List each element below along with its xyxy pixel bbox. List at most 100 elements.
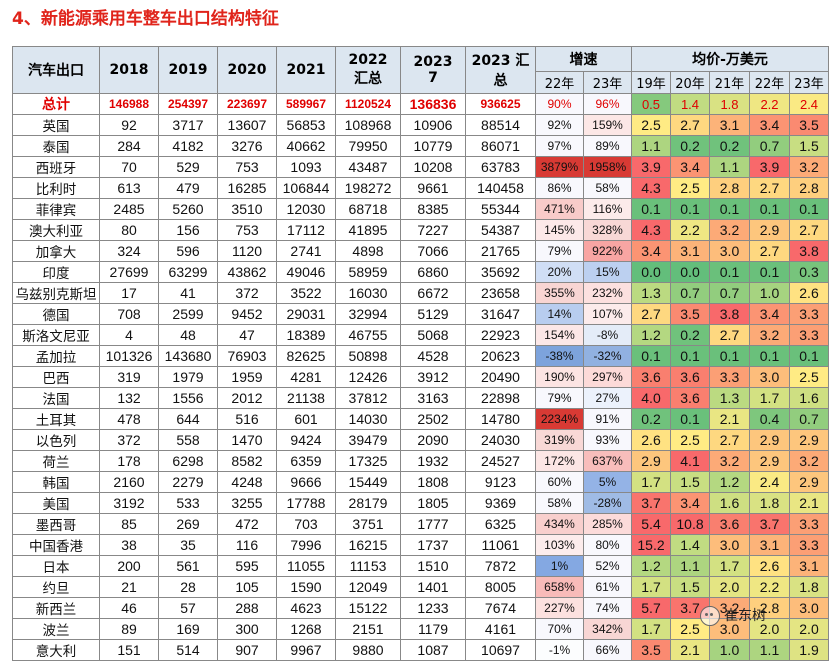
export-volume-cell: 92: [99, 114, 159, 136]
avg-price-cell: 2.9: [749, 450, 790, 472]
export-volume-cell: 15122: [335, 597, 401, 619]
country-name: 韩国: [12, 471, 100, 493]
country-name: 菲律宾: [12, 198, 100, 220]
export-volume-cell: 57: [158, 597, 218, 619]
avg-price-cell: 4.3: [631, 219, 671, 241]
growth-cell: 89%: [583, 135, 632, 157]
growth-cell: 107%: [583, 303, 632, 325]
export-volume-cell: 151: [99, 639, 159, 661]
export-volume-cell: 529: [158, 156, 218, 178]
export-volume-cell: 4161: [465, 618, 536, 640]
export-volume-cell: 1808: [400, 471, 466, 493]
export-volume-cell: 1179: [400, 618, 466, 640]
export-volume-cell: 49046: [276, 261, 336, 283]
table-row: 斯洛文尼亚 4 48 47 18389 46755 5068 22923 154% -8% 1.2 0…: [12, 324, 830, 346]
avg-price-cell: 1.1: [749, 639, 790, 661]
export-volume-cell: 21: [99, 576, 159, 598]
export-volume-cell: 21765: [465, 240, 536, 262]
table-row: 英国 92 3717 13607 56853 108968 10906 88514 92% 159…: [12, 114, 830, 136]
avg-price-cell: 1.7: [709, 555, 750, 577]
avg-price-cell: 3.5: [631, 639, 671, 661]
export-volume-cell: 12030: [276, 198, 336, 220]
export-volume-cell: 472: [217, 513, 277, 535]
avg-price-cell: 1.1: [670, 555, 710, 577]
export-volume-cell: 6672: [400, 282, 466, 304]
avg-price-cell: 1.7: [631, 576, 671, 598]
growth-cell: 922%: [583, 240, 632, 262]
avg-price-cell: 2.0: [709, 576, 750, 598]
export-volume-cell: 47: [217, 324, 277, 346]
avg-price-cell: 3.3: [788, 324, 830, 346]
export-volume-cell: 35: [158, 534, 218, 556]
country-name: 新西兰: [12, 597, 100, 619]
avg-price-cell: 3.0: [709, 240, 750, 262]
export-volume-cell: 1087: [400, 639, 466, 661]
export-volume-cell: 284: [99, 135, 159, 157]
avg-price-cell: 0.2: [670, 324, 710, 346]
growth-cell: 5%: [583, 471, 632, 493]
country-name: 德国: [12, 303, 100, 325]
table-row: 乌兹别克斯坦 17 41 372 3522 16030 6672 23658 355% 232% 1…: [12, 282, 830, 304]
export-volume-cell: 1777: [400, 513, 466, 535]
export-volume-cell: 89: [99, 618, 159, 640]
avg-price-cell: 3.1: [749, 534, 790, 556]
country-name: 法国: [12, 387, 100, 409]
export-volume-cell: 50898: [335, 345, 401, 367]
growth-cell: 91%: [583, 408, 632, 430]
country-name: 意大利: [12, 639, 100, 661]
avg-price-cell: 0.1: [749, 198, 790, 220]
export-volume-cell: 2279: [158, 471, 218, 493]
avg-price-cell: 2.9: [788, 471, 830, 493]
header-price-20: 20年: [670, 71, 710, 94]
growth-cell: 58%: [535, 492, 584, 514]
avg-price-cell: 2.7: [670, 114, 710, 136]
avg-price-cell: 2.8: [709, 177, 750, 199]
export-volume-cell: 11055: [276, 555, 336, 577]
country-name: 中国香港: [12, 534, 100, 556]
growth-cell: 227%: [535, 597, 584, 619]
export-volume-cell: 9452: [217, 303, 277, 325]
avg-price-cell: 0.3: [788, 261, 830, 283]
avg-price-cell: 1.3: [709, 387, 750, 409]
country-name: 约旦: [12, 576, 100, 598]
growth-cell: 61%: [583, 576, 632, 598]
avg-price-cell: 2.7: [749, 177, 790, 199]
avg-price-cell: 2.5: [631, 114, 671, 136]
growth-cell: -8%: [583, 324, 632, 346]
avg-price-cell: 2.7: [709, 429, 750, 451]
export-volume-cell: 7996: [276, 534, 336, 556]
export-volume-cell: 514: [158, 639, 218, 661]
country-name: 加拿大: [12, 240, 100, 262]
growth-cell: 58%: [583, 177, 632, 199]
header-2023-7: 2023 7: [400, 46, 466, 94]
export-volume-cell: 595: [217, 555, 277, 577]
avg-price-cell: 3.6: [670, 366, 710, 388]
avg-price-cell: 3.6: [670, 387, 710, 409]
header-country: 汽车出口: [12, 46, 100, 94]
growth-cell: 232%: [583, 282, 632, 304]
total-row: 总计 146988 254397 223697 589967 1120524 136836 9…: [12, 93, 830, 115]
growth-cell: 145%: [535, 219, 584, 241]
export-volume-cell: 3255: [217, 492, 277, 514]
avg-price-cell: 1.6: [709, 492, 750, 514]
export-volume-cell: 1510: [400, 555, 466, 577]
page-title: 4、新能源乘用车整车出口结构特征: [12, 9, 279, 29]
avg-price-cell: 0.1: [709, 198, 750, 220]
country-name: 土耳其: [12, 408, 100, 430]
export-volume-cell: 4182: [158, 135, 218, 157]
export-volume-cell: 21138: [276, 387, 336, 409]
export-volume-cell: 14780: [465, 408, 536, 430]
export-volume-cell: 40662: [276, 135, 336, 157]
growth-cell: 2234%: [535, 408, 584, 430]
avg-price-cell: 1.4: [670, 93, 710, 115]
country-name: 印度: [12, 261, 100, 283]
table-row: 德国 708 2599 9452 29031 32994 5129 31647 14% 107% 2…: [12, 303, 830, 325]
growth-cell: 60%: [535, 471, 584, 493]
avg-price-cell: 3.6: [709, 513, 750, 535]
export-volume-cell: 1120524: [335, 93, 401, 115]
export-volume-cell: 1805: [400, 492, 466, 514]
growth-cell: 92%: [535, 114, 584, 136]
avg-price-cell: 1.0: [749, 282, 790, 304]
table-row: 西班牙 70 529 753 1093 43487 10208 63783 3879% 1958%…: [12, 156, 830, 178]
export-volume-cell: 105: [217, 576, 277, 598]
